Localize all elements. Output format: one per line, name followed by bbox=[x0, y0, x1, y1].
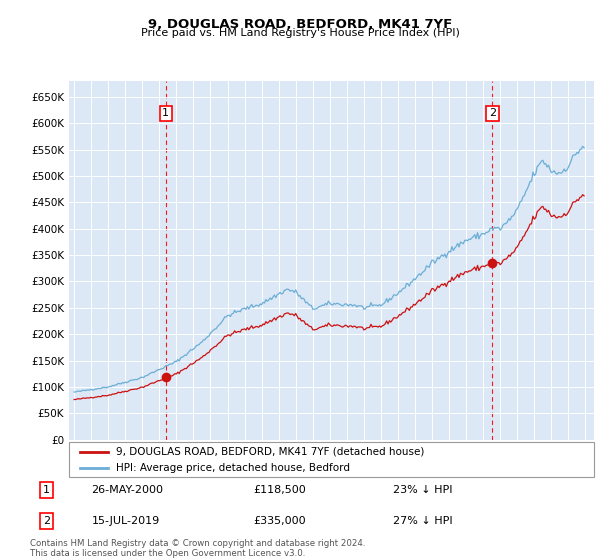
Text: £118,500: £118,500 bbox=[253, 485, 306, 495]
Text: 26-MAY-2000: 26-MAY-2000 bbox=[91, 485, 163, 495]
Text: 15-JUL-2019: 15-JUL-2019 bbox=[91, 516, 160, 526]
Text: 23% ↓ HPI: 23% ↓ HPI bbox=[392, 485, 452, 495]
Text: HPI: Average price, detached house, Bedford: HPI: Average price, detached house, Bedf… bbox=[116, 463, 350, 473]
Text: Contains HM Land Registry data © Crown copyright and database right 2024.
This d: Contains HM Land Registry data © Crown c… bbox=[30, 539, 365, 558]
Text: Price paid vs. HM Land Registry's House Price Index (HPI): Price paid vs. HM Land Registry's House … bbox=[140, 28, 460, 38]
Text: 9, DOUGLAS ROAD, BEDFORD, MK41 7YF (detached house): 9, DOUGLAS ROAD, BEDFORD, MK41 7YF (deta… bbox=[116, 447, 425, 457]
Text: 1: 1 bbox=[43, 485, 50, 495]
Text: 27% ↓ HPI: 27% ↓ HPI bbox=[392, 516, 452, 526]
Text: 2: 2 bbox=[489, 109, 496, 119]
Text: 2: 2 bbox=[43, 516, 50, 526]
Text: 9, DOUGLAS ROAD, BEDFORD, MK41 7YF: 9, DOUGLAS ROAD, BEDFORD, MK41 7YF bbox=[148, 18, 452, 31]
Text: 1: 1 bbox=[163, 109, 169, 119]
Text: £335,000: £335,000 bbox=[253, 516, 306, 526]
